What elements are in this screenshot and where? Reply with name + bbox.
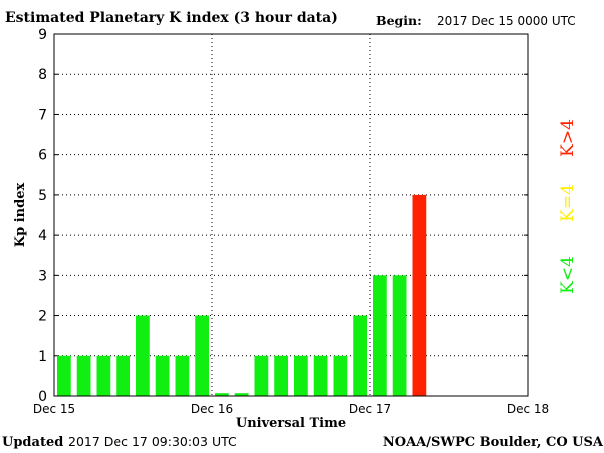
kp-bar: [116, 355, 130, 396]
x-tick-label: Dec 18: [507, 402, 549, 416]
kp-bar: [155, 355, 170, 396]
bar-series: [57, 194, 427, 396]
kp-bar: [76, 355, 91, 396]
kp-bar: [412, 194, 427, 396]
y-tick-label: 0: [38, 389, 47, 405]
kp-bar: [175, 355, 190, 396]
y-tick-label: 4: [38, 228, 47, 244]
y-tick-label: 7: [38, 107, 47, 123]
kp-bar: [215, 393, 229, 396]
x-axis-label: Universal Time: [236, 416, 346, 431]
grid-lines: [54, 34, 528, 396]
source-credit: NOAA/SWPC Boulder, CO USA: [383, 435, 604, 450]
updated-label: Updated: [2, 435, 63, 450]
kp-bar: [57, 355, 71, 396]
legend-mid: K=4: [558, 184, 578, 222]
x-tick-label: Dec 17: [349, 402, 391, 416]
kp-bar: [392, 275, 407, 396]
plot-frame: [53, 33, 529, 397]
kp-bar: [234, 393, 249, 396]
y-axis-label: Kp index: [13, 183, 28, 248]
kp-bar: [294, 355, 308, 396]
y-tick-label: 8: [38, 67, 47, 83]
kp-bar: [136, 315, 150, 396]
kp-bar: [333, 355, 348, 396]
y-tick-label: 9: [38, 27, 47, 43]
x-tick-label: Dec 16: [191, 402, 233, 416]
kp-bar: [353, 315, 367, 396]
y-tick-label: 1: [38, 349, 47, 365]
kp-bar: [254, 355, 269, 396]
y-tick-label: 2: [38, 309, 47, 325]
y-tick-label: 5: [38, 188, 47, 204]
y-tick-labels: 0 1 2 3 4 5 6 7 8 9: [38, 27, 528, 405]
kp-bar: [373, 275, 387, 396]
updated-value: 2017 Dec 17 09:30:03 UTC: [68, 434, 237, 449]
begin-value: 2017 Dec 15 0000 UTC: [437, 14, 576, 28]
legend-high: K>4: [558, 119, 578, 157]
y-tick-label: 3: [38, 268, 47, 284]
chart-title: Estimated Planetary K index (3 hour data…: [5, 10, 338, 26]
x-tick-label: Dec 15: [33, 402, 75, 416]
kp-bar: [96, 355, 111, 396]
x-tick-labels: Dec 15 Dec 16 Dec 17 Dec 18: [33, 402, 549, 416]
kp-bar: [274, 355, 288, 396]
legend-low: K<4: [558, 256, 578, 294]
begin-label: Begin:: [376, 13, 422, 28]
kp-bar: [313, 355, 328, 396]
y-tick-label: 6: [38, 148, 47, 164]
kp-bar: [195, 315, 209, 396]
